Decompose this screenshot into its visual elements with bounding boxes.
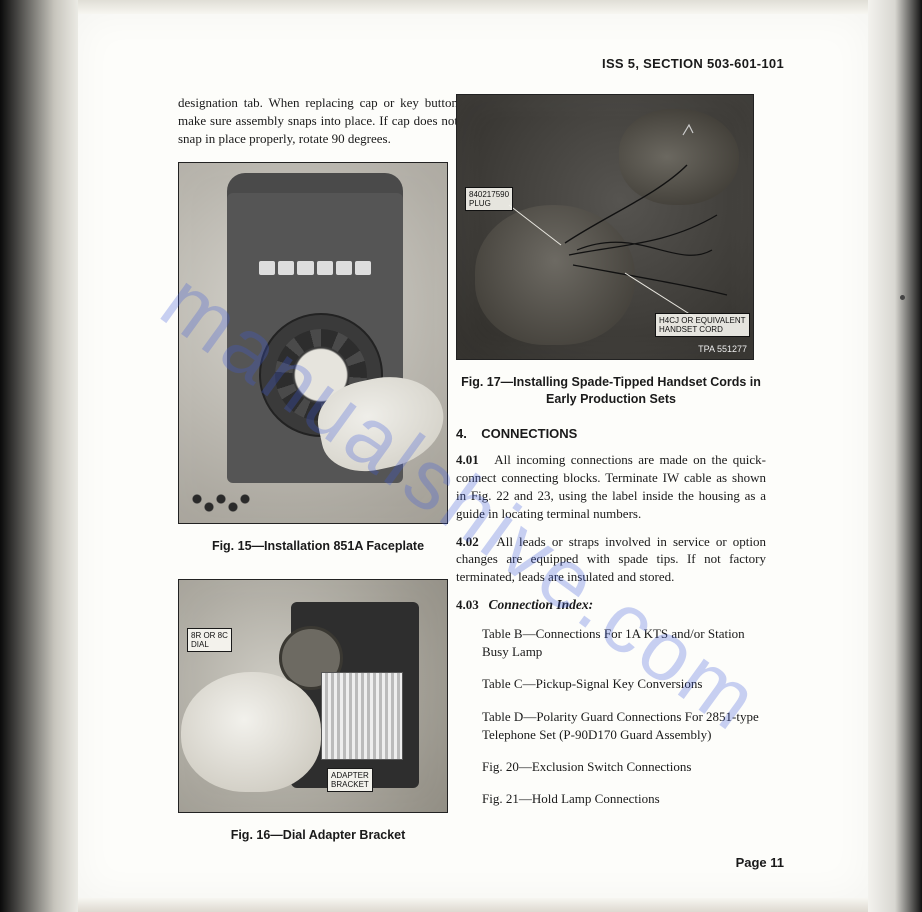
figure-15 [178,162,448,524]
handset-cord [189,483,269,523]
sec-num: 4. [456,426,467,441]
p403-title: Connection Index: [489,597,594,612]
scan-edge-left [0,0,78,912]
p401-text: All incoming connections are made on the… [456,452,766,521]
figure-16: 8R OR 8CDIAL ADAPTERBRACKET [178,579,448,813]
figure-15-caption: Fig. 15—Installation 851A Faceplate [178,538,458,555]
scan-edge-right [868,0,922,912]
para-4-02: 4.02 All leads or straps involved in ser… [456,533,766,587]
section-4-heading: 4. CONNECTIONS [456,426,766,441]
page-number: Page 11 [736,855,784,870]
left-column: designation tab. When replacing cap or k… [178,94,458,844]
idx-item: Table D—Polarity Guard Connections For 2… [482,708,766,744]
label-plug: 840217590PLUG [465,187,513,211]
document-sheet: ISS 5, SECTION 503-601-101 designation t… [78,14,868,898]
p402-text: All leads or straps involved in service … [456,534,766,585]
sec-title: CONNECTIONS [481,426,577,441]
scan-blemish [900,295,905,300]
right-column: 840217590PLUG H4CJ OR EQUIVALENTHANDSET … [456,94,766,822]
scanned-page: ISS 5, SECTION 503-601-101 designation t… [0,0,922,912]
connection-index-list: Table B—Connections For 1A KTS and/or St… [482,625,766,808]
intro-paragraph: designation tab. When replacing cap or k… [178,94,458,148]
fig17-cap-l2: Early Production Sets [546,392,676,406]
p401-num: 4.01 [456,452,479,467]
idx-item: Fig. 20—Exclusion Switch Connections [482,758,766,776]
fig17-cap-l1: Fig. 17—Installing Spade-Tipped Handset … [461,375,761,389]
p403-num: 4.03 [456,597,479,612]
connector-block [321,672,403,760]
figure-17: 840217590PLUG H4CJ OR EQUIVALENTHANDSET … [456,94,754,360]
para-4-01: 4.01 All incoming connections are made o… [456,451,766,523]
key-buttons [259,261,371,275]
para-4-03: 4.03 Connection Index: [456,596,766,615]
idx-item: Table B—Connections For 1A KTS and/or St… [482,625,766,661]
label-cord: H4CJ OR EQUIVALENTHANDSET CORD [655,313,750,337]
label-dial: 8R OR 8CDIAL [187,628,232,652]
scan-edge-top [78,0,868,14]
figure-16-caption: Fig. 16—Dial Adapter Bracket [178,827,458,844]
figure-17-caption: Fig. 17—Installing Spade-Tipped Handset … [456,374,766,408]
idx-item: Table C—Pickup-Signal Key Conversions [482,675,766,693]
idx-item: Fig. 21—Hold Lamp Connections [482,790,766,808]
figure-17-ref: TPA 551277 [698,344,747,354]
p402-num: 4.02 [456,534,479,549]
scan-edge-bottom [78,898,868,912]
hand [181,672,321,792]
label-bracket: ADAPTERBRACKET [327,768,373,792]
page-header: ISS 5, SECTION 503-601-101 [602,56,784,71]
